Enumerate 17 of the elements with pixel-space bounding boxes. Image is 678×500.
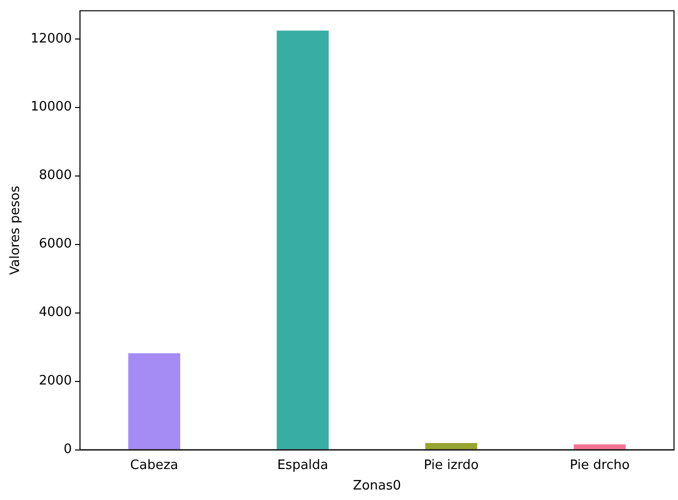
y-tick-label: 8000 [38, 168, 72, 184]
x-axis-title: Zonas0 [352, 478, 402, 494]
y-tick-label: 12000 [30, 31, 72, 46]
x-tick-label: Cabeza [130, 458, 178, 473]
y-tick-label: 6000 [38, 236, 72, 252]
y-tick-label: 10000 [30, 100, 72, 115]
x-tick-label: Pie drcho [570, 458, 630, 473]
y-tick-label: 2000 [38, 374, 72, 389]
bar [128, 353, 180, 450]
bar [425, 442, 478, 450]
y-axis-title: Valores pesos [8, 186, 24, 275]
x-tick-label: Pie izrdo [424, 458, 479, 473]
y-tick-label: 0 [64, 442, 72, 458]
bar [276, 30, 329, 450]
bar [574, 444, 626, 450]
x-tick-label: Espalda [277, 458, 328, 473]
y-tick-label: 4000 [38, 305, 72, 320]
